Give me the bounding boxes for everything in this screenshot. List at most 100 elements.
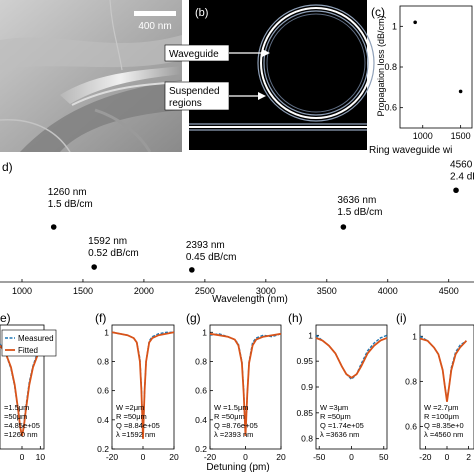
- panel-d-annotation-wavelength: 1592 nm: [88, 236, 127, 247]
- panel-c-axes: [399, 5, 473, 129]
- resonance-info-line: Q =8.35e+0: [424, 421, 464, 430]
- resonance-info-line: =4.85e+05: [4, 421, 40, 430]
- ytick-label: 0.2: [97, 444, 109, 454]
- resonance-info-line: Q =8.76e+05: [214, 421, 258, 430]
- panel-d-chart: d) 1000 1500 2000 2500 3000 3500 4000 4500 1260…: [0, 159, 474, 305]
- panel-d-annotation-loss: 1.5 dB/cm: [48, 199, 93, 210]
- ytick-label: 0.6: [97, 386, 109, 396]
- arrow-waveguide-icon: [262, 49, 270, 57]
- panel-d-letter: d): [2, 160, 13, 174]
- panel-d-point: [189, 267, 195, 273]
- ytick-label: 0.6: [195, 386, 207, 396]
- panel-d-annotation-loss: 2.4 dB/c: [450, 171, 474, 182]
- resonance-info-line: =1260 nm: [4, 430, 38, 439]
- xtick-label: -20: [204, 452, 217, 462]
- panel-d-annotation-loss: 1.5 dB/cm: [337, 207, 382, 218]
- ytick-label: 0.8: [97, 356, 109, 366]
- panel-c-point: [458, 89, 463, 94]
- ytick-label: 1: [308, 330, 313, 340]
- panel-d-point: [453, 187, 459, 194]
- panel-d-annotation-loss: 0.52 dB/cm: [88, 248, 139, 259]
- ytick-label: 1: [104, 327, 109, 337]
- ytick-label: 0.85: [296, 408, 313, 418]
- fitted-series-line: [0, 344, 45, 437]
- arrow-suspended-icon: [258, 92, 266, 100]
- xtick-label: 20: [276, 452, 286, 462]
- ytick-label: 1: [202, 327, 207, 337]
- panel-d-xlabel: Wavelength (nm): [212, 294, 288, 305]
- ytick-label: 0.6: [405, 421, 417, 431]
- xtick-label: 10: [36, 452, 46, 462]
- panel-c-ytick-label: 1: [392, 21, 397, 31]
- panel-g-letter: (g): [186, 311, 201, 325]
- scale-bar-label: 400 nm: [138, 21, 171, 32]
- resonance-info-line: W =2μm: [116, 403, 144, 412]
- panel-d-annotation-wavelength: 2393 nm: [186, 240, 225, 251]
- panel-d-xtick-label: 3000: [256, 286, 276, 296]
- panel-d-annotation-wavelength: 4560 nm: [450, 159, 474, 170]
- panel-d-xtick-label: 2000: [134, 286, 154, 296]
- panel-c-letter: (c): [371, 5, 385, 19]
- xtick-label: 2: [466, 452, 471, 462]
- panel-d-point: [91, 264, 97, 270]
- scale-bar: [134, 11, 176, 16]
- resonance-info-line: W =2.7μm: [424, 403, 459, 412]
- ring-waveguide: [260, 7, 372, 119]
- panel-a-sem-image: 400 nm: [0, 0, 182, 152]
- resonance-info-line: λ =1592 nm: [116, 430, 155, 439]
- panel-d-xtick-label: 2500: [195, 286, 215, 296]
- xtick-label: -20: [419, 452, 432, 462]
- resonance-info-line: W =3μm: [320, 403, 348, 412]
- resonance-info-line: R =50μm: [116, 412, 147, 421]
- xtick-label: 0: [20, 452, 25, 462]
- fitted-series-line: [209, 332, 282, 436]
- panel-d-xtick-label: 4000: [378, 286, 398, 296]
- panel-c-xlabel: Ring waveguide wi: [369, 145, 452, 156]
- ytick-label: 0.8: [301, 434, 313, 444]
- panel-c-chart: (c) 1 0.8 0.6 1000 1500 Propagation loss (dB…: [369, 5, 473, 156]
- callout-waveguide: Waveguide: [169, 49, 219, 60]
- xtick-label: 0: [141, 452, 146, 462]
- measured-series-line: [419, 335, 467, 400]
- panel-d-xtick-label: 3500: [317, 286, 337, 296]
- panel-e-chart: e) 0 10 =1.5μm=50μm=4.85e+05=1260 nm Measure…: [0, 311, 57, 462]
- panel-d-xtick-label: 4500: [439, 286, 459, 296]
- resonance-info-line: Q =1.74e+05: [320, 421, 364, 430]
- resonance-info-line: =50μm: [4, 412, 27, 421]
- callout-suspended-line2: regions: [169, 98, 202, 109]
- panel-d-xtick-label: 1000: [12, 286, 32, 296]
- ytick-label: 0.8: [405, 376, 417, 386]
- ytick-label: 0.95: [296, 356, 313, 366]
- xtick-label: 20: [169, 452, 179, 462]
- xtick-label: -50: [313, 452, 326, 462]
- xtick-label: -20: [106, 452, 119, 462]
- xtick-label: 0: [349, 452, 354, 462]
- resonance-info-line: =1.5μm: [4, 403, 29, 412]
- fitted-series-line: [111, 331, 175, 439]
- ytick-label: 0.4: [97, 415, 109, 425]
- ytick-label: 0.2: [195, 444, 207, 454]
- detuning-xlabel: Detuning (pm): [206, 462, 269, 473]
- legend-fitted-label: Fitted: [18, 346, 38, 355]
- panel-e-letter: e): [0, 311, 11, 325]
- measured-series-line: [315, 334, 388, 381]
- legend-measured-label: Measured: [18, 334, 54, 343]
- panel-f-letter: (f): [95, 311, 106, 325]
- legend-box: [1, 329, 57, 357]
- panel-b-ring-image: (b) Waveguide Suspended regions: [164, 0, 375, 150]
- panel-c-ylabel: Propagation loss (dB/cm): [376, 15, 386, 116]
- ytick-label: 0.9: [301, 382, 313, 392]
- panel-d-point: [340, 224, 347, 230]
- fitted-series-line: [419, 337, 468, 402]
- panel-c-ytick-label: 0.6: [384, 103, 397, 113]
- panel-i-letter: (i): [396, 311, 407, 325]
- resonance-info-line: R =50μm: [320, 412, 351, 421]
- panel-c-xtick-label: 1000: [413, 131, 433, 141]
- xtick-label: 50: [379, 452, 389, 462]
- resonance-info-line: R =100μm: [424, 412, 459, 421]
